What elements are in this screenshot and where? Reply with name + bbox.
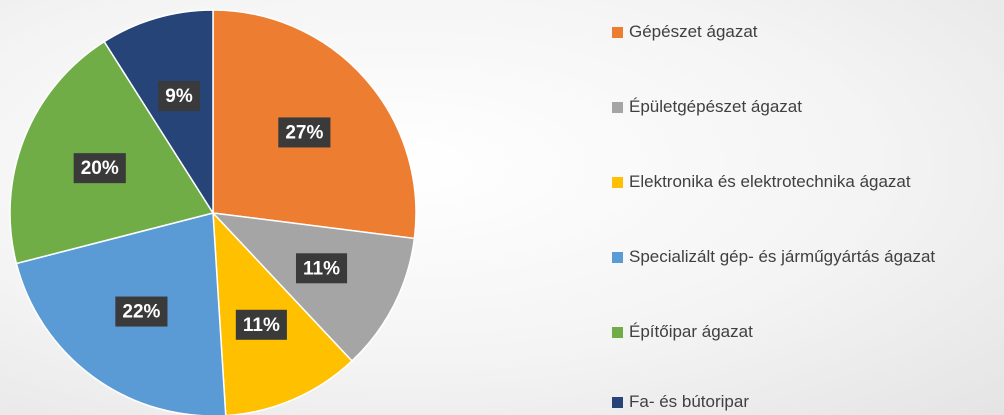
data-label: 22% bbox=[115, 296, 168, 327]
legend-swatch bbox=[612, 252, 623, 263]
data-label-box bbox=[158, 81, 200, 112]
legend-text: Specializált gép- és járműgyártás ágazat bbox=[629, 247, 936, 266]
data-label: 11% bbox=[295, 253, 348, 284]
data-label-text: 9% bbox=[165, 86, 193, 107]
data-label: 27% bbox=[278, 117, 331, 148]
legend-text: Építőipar ágazat bbox=[629, 322, 753, 341]
legend-text: Gépészet ágazat bbox=[629, 22, 758, 41]
legend-swatch bbox=[612, 102, 623, 113]
data-label-box bbox=[73, 153, 126, 184]
legend-item: Építőipar ágazat bbox=[612, 320, 753, 344]
data-label-box bbox=[115, 296, 168, 327]
data-label: 20% bbox=[73, 153, 126, 184]
data-label: 11% bbox=[235, 309, 287, 340]
legend-swatch bbox=[612, 397, 623, 408]
pie-slice bbox=[211, 211, 416, 363]
legend-item: Fa- és bútoripar bbox=[612, 390, 749, 414]
legend-item: Épületgépészet ágazat bbox=[612, 95, 802, 119]
data-label-text: 11% bbox=[303, 258, 340, 279]
legend-swatch bbox=[612, 27, 623, 38]
data-label-box bbox=[295, 253, 348, 284]
data-label-text: 11% bbox=[243, 315, 280, 336]
legend-item: Elektronika és elektrotechnika ágazat bbox=[612, 170, 911, 194]
data-label-box bbox=[278, 117, 331, 148]
data-label: 9% bbox=[158, 81, 200, 112]
legend-text: Elektronika és elektrotechnika ágazat bbox=[629, 172, 911, 191]
pie-slice bbox=[9, 40, 215, 265]
data-label-text: 20% bbox=[81, 158, 119, 179]
legend-text: Épületgépészet ágazat bbox=[629, 97, 802, 116]
legend-item: Specializált gép- és járműgyártás ágazat bbox=[612, 245, 969, 269]
pie-area: 27% 11% 11% 22% 20% 9% bbox=[9, 9, 417, 415]
legend-item: Gépészet ágazat bbox=[612, 20, 758, 44]
legend-swatch bbox=[612, 177, 623, 188]
legend-text: Fa- és bútoripar bbox=[629, 392, 749, 411]
data-label-text: 22% bbox=[122, 302, 160, 323]
data-label-text: 27% bbox=[285, 122, 323, 143]
data-label-box bbox=[235, 309, 287, 340]
legend-swatch bbox=[612, 327, 623, 338]
pie-slice bbox=[103, 9, 214, 216]
